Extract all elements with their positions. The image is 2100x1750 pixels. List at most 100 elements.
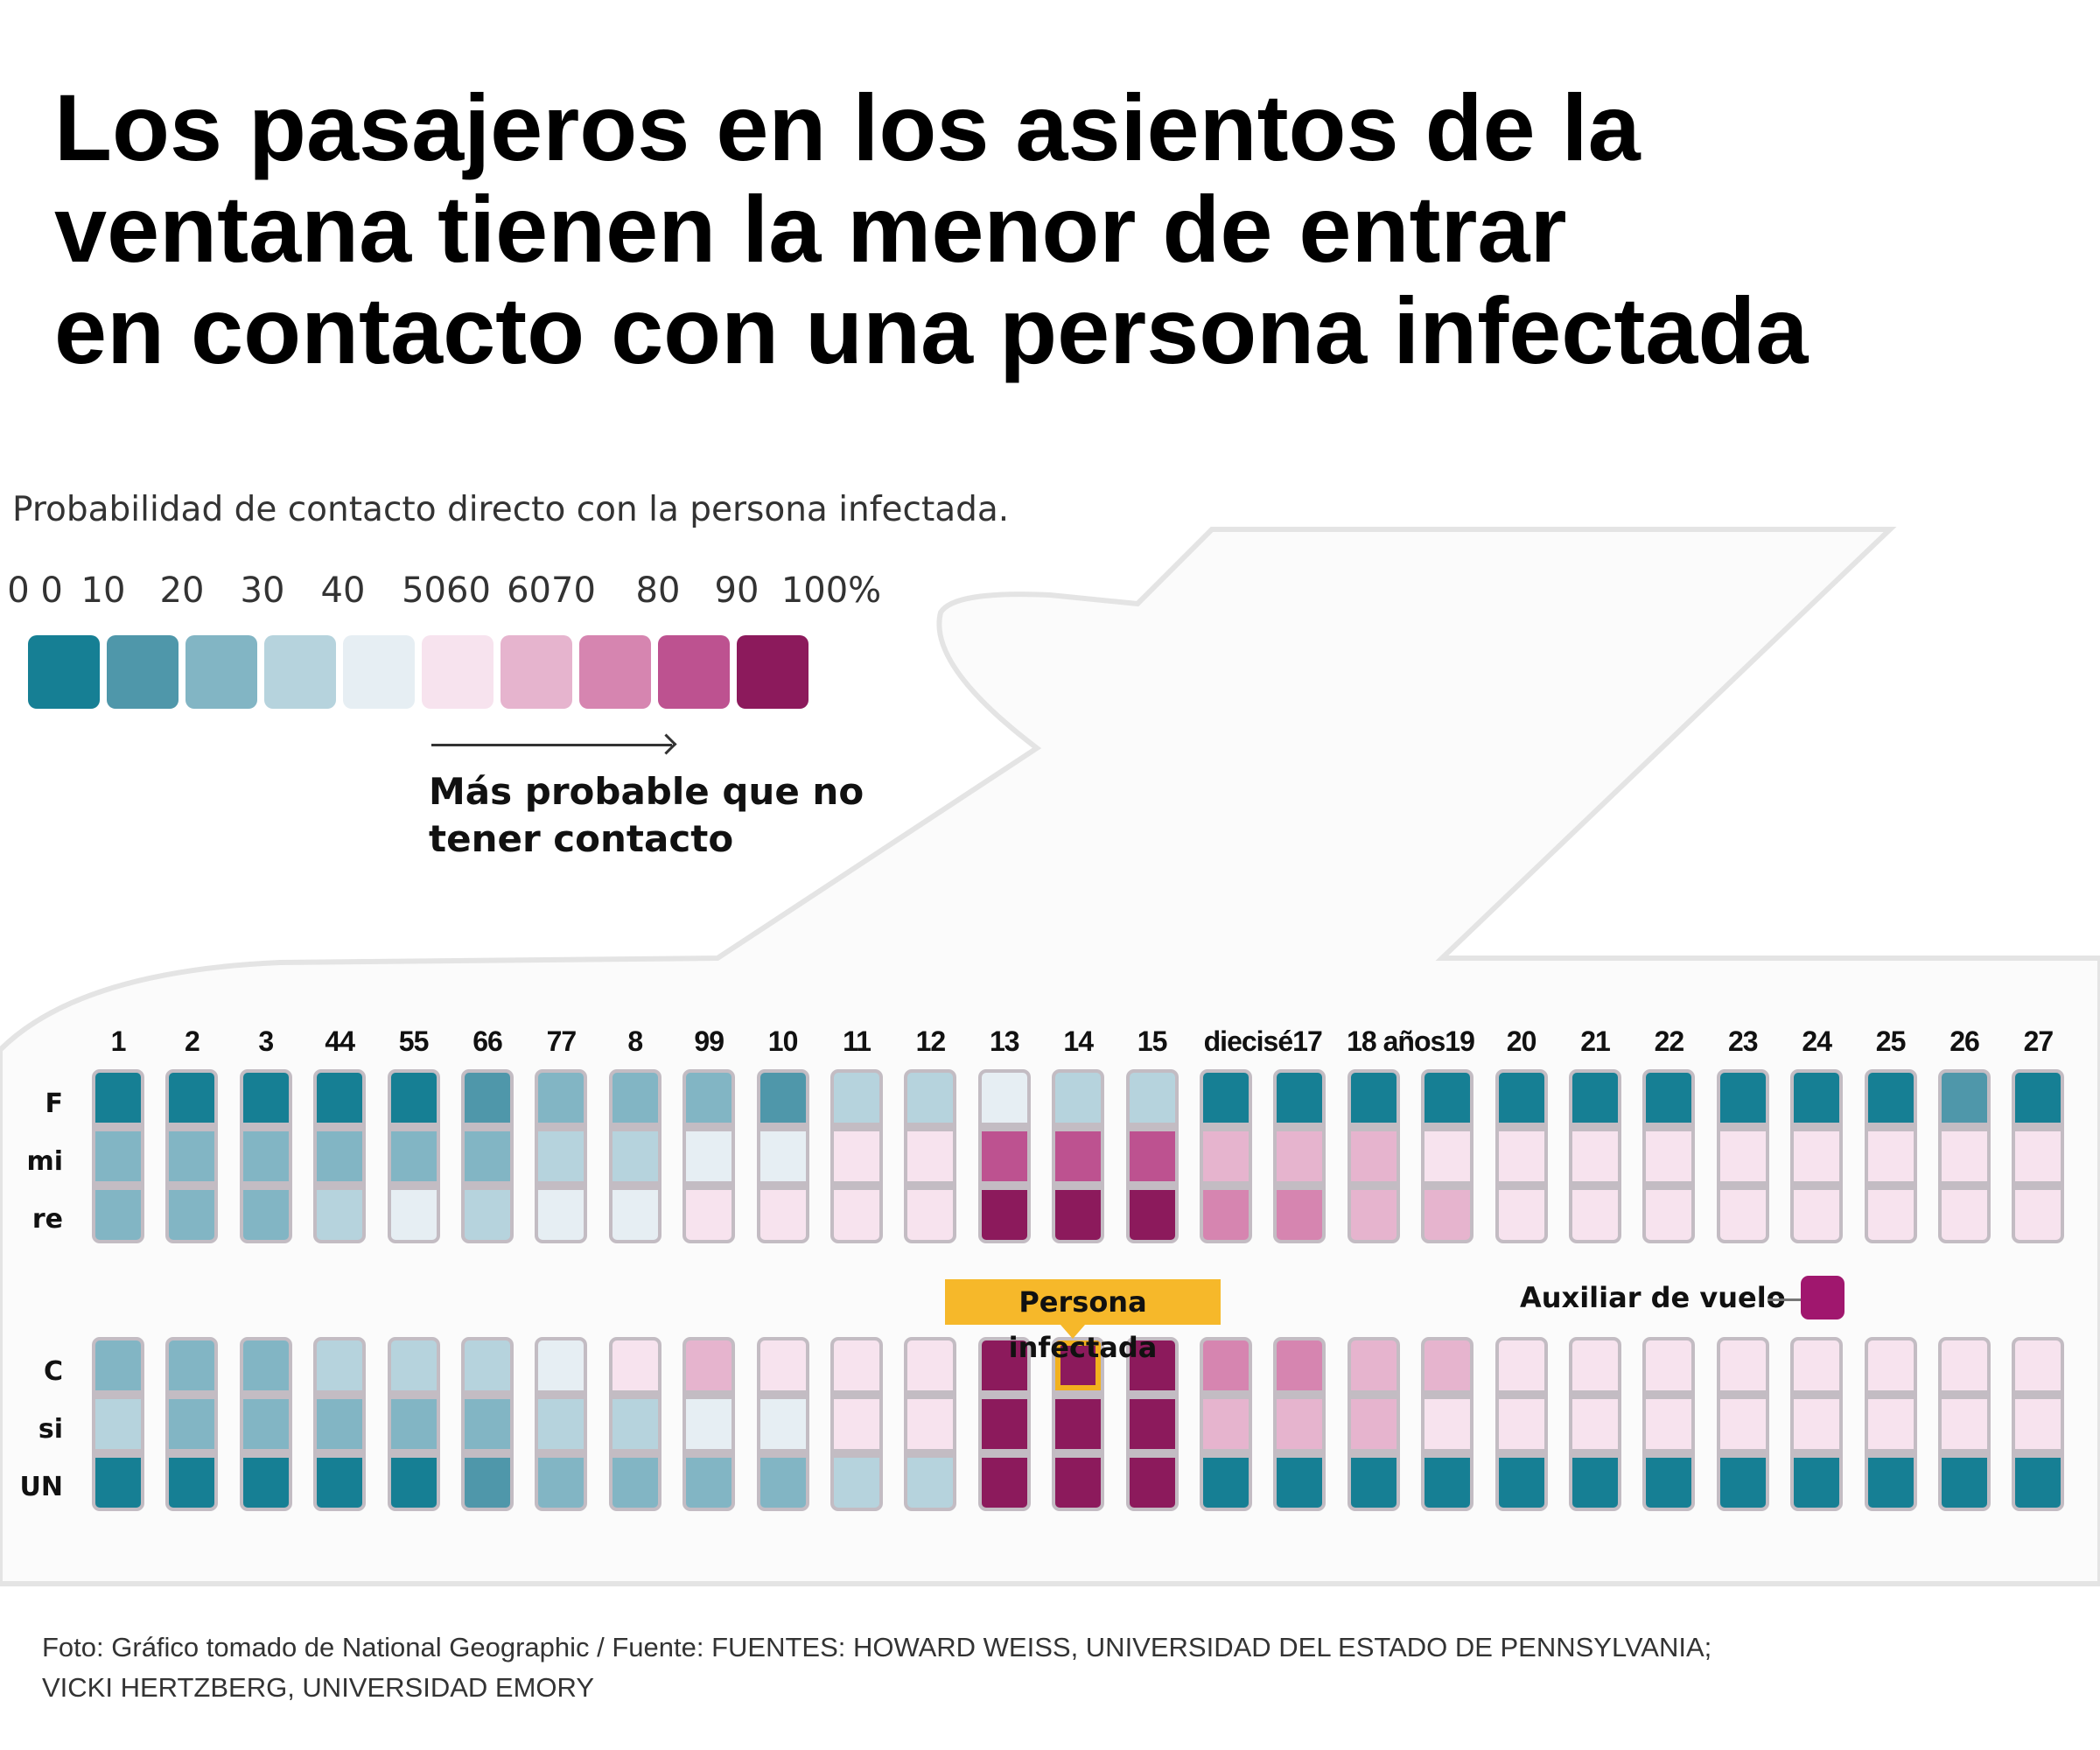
legend-swatch: [422, 635, 494, 709]
seat-group: [756, 1337, 809, 1511]
seat-UN-15: [1129, 1458, 1175, 1508]
seat-F-13: [981, 1073, 1027, 1123]
seat-re-26: [1942, 1190, 1987, 1240]
seat-C-15: [1129, 1340, 1175, 1390]
seat-group: [1938, 1069, 1991, 1243]
seat-UN-8: [612, 1458, 658, 1508]
seat-UN-9: [686, 1458, 732, 1508]
seat-F-2: [169, 1073, 215, 1123]
seat-re-10: [760, 1190, 806, 1240]
legend-tick-label: 5060: [402, 570, 491, 611]
seat-group: [387, 1069, 440, 1243]
seat-mi-22: [1646, 1131, 1692, 1181]
legend-note-line-2: tener contacto: [429, 817, 734, 860]
seat-re-9: [686, 1190, 732, 1240]
seat-C-13: [981, 1340, 1027, 1390]
seat-F-22: [1646, 1073, 1692, 1123]
seat-F-18: [1350, 1073, 1396, 1123]
seat-group: [165, 1069, 219, 1243]
seat-F-21: [1572, 1073, 1618, 1123]
row-number: 23: [1728, 1026, 1759, 1057]
seat-si-15: [1129, 1399, 1175, 1449]
seat-group: [1569, 1337, 1621, 1511]
seat-mi-7: [538, 1131, 584, 1181]
seat-C-21: [1572, 1340, 1618, 1390]
seat-si-19: [1424, 1399, 1471, 1449]
legend-tick-label: 0 0: [7, 570, 63, 611]
seat-UN-13: [981, 1458, 1027, 1508]
seat-UN-21: [1572, 1458, 1618, 1508]
seat-re-11: [834, 1190, 879, 1240]
seat-UN-4: [317, 1458, 363, 1508]
seat-UN-7: [538, 1458, 584, 1508]
seat-UN-1: [95, 1458, 141, 1508]
seat-group: [313, 1337, 367, 1511]
seat-F-12: [907, 1073, 954, 1123]
legend-tick-label: 40: [320, 570, 366, 611]
row-number: 14: [1063, 1026, 1094, 1057]
seat-C-11: [834, 1340, 879, 1390]
seat-mi-10: [760, 1131, 806, 1181]
seat-C-27: [2015, 1340, 2062, 1390]
seat-letter: si: [38, 1414, 63, 1445]
seat-group: [535, 1337, 588, 1511]
seat-group: [756, 1069, 809, 1243]
seat-si-12: [907, 1399, 954, 1449]
seat-UN-18: [1350, 1458, 1396, 1508]
legend-tick-label: 10: [80, 570, 126, 611]
seat-group: [682, 1337, 736, 1511]
seat-group: [1125, 1337, 1179, 1511]
seat-F-26: [1942, 1073, 1987, 1123]
seat-re-8: [612, 1190, 658, 1240]
legend-swatch: [107, 635, 178, 709]
seat-UN-20: [1498, 1458, 1544, 1508]
seat-F-10: [760, 1073, 806, 1123]
seat-group: [535, 1069, 588, 1243]
seat-group: [1273, 1337, 1326, 1511]
seat-UN-5: [390, 1458, 437, 1508]
infected-person-callout: Persona infectada: [945, 1279, 1221, 1364]
seat-F-19: [1424, 1073, 1471, 1123]
row-number: 20: [1506, 1026, 1537, 1057]
seat-group: [1864, 1337, 1917, 1511]
seat-group: [1790, 1069, 1844, 1243]
seat-group: [1642, 1337, 1696, 1511]
seat-F-17: [1277, 1073, 1323, 1123]
seat-mi-21: [1572, 1131, 1618, 1181]
row-number: 1: [110, 1026, 127, 1057]
seat-group: [92, 1069, 144, 1243]
seat-si-27: [2015, 1399, 2062, 1449]
seat-si-17: [1277, 1399, 1323, 1449]
seat-si-1: [95, 1399, 141, 1449]
seat-UN-23: [1719, 1458, 1766, 1508]
seat-group: [92, 1337, 144, 1511]
seat-F-5: [390, 1073, 437, 1123]
seat-letter: mi: [26, 1146, 63, 1177]
seat-group: [165, 1337, 219, 1511]
legend-swatch: [264, 635, 336, 709]
seat-si-21: [1572, 1399, 1618, 1449]
seat-group: [1569, 1069, 1621, 1243]
seat-group: [830, 1069, 883, 1243]
seat-re-15: [1129, 1190, 1175, 1240]
seat-group: [830, 1337, 883, 1511]
legend-note-line-1: Más probable que no: [429, 770, 864, 813]
seat-group: [1494, 1069, 1548, 1243]
source-footer: Foto: Gráfico tomado de National Geograp…: [42, 1628, 1712, 1708]
seat-F-3: [242, 1073, 289, 1123]
seat-si-20: [1498, 1399, 1544, 1449]
row-number: 99: [694, 1026, 724, 1057]
row-number: 25: [1875, 1026, 1907, 1057]
seat-re-4: [317, 1190, 363, 1240]
seat-mi-18: [1350, 1131, 1396, 1181]
seat-si-6: [465, 1399, 510, 1449]
seat-group: [1864, 1069, 1917, 1243]
seat-mi-20: [1498, 1131, 1544, 1181]
seat-group: [1494, 1337, 1548, 1511]
seat-mi-15: [1129, 1131, 1175, 1181]
seat-group: [1200, 1337, 1252, 1511]
seat-UN-2: [169, 1458, 215, 1508]
seat-si-11: [834, 1399, 879, 1449]
seat-group: [239, 1337, 292, 1511]
